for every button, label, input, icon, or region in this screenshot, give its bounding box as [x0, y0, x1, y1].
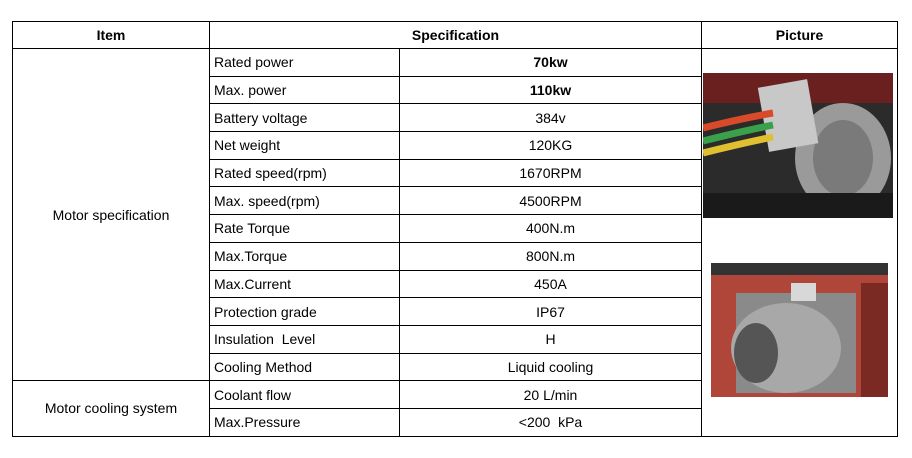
spec-value: IP67 — [399, 297, 702, 326]
item-cell: Motor cooling system — [12, 380, 210, 437]
spec-value: 1670RPM — [399, 158, 702, 188]
spec-name: Rate Torque — [209, 214, 400, 243]
table-row: Max.Pressure <200 kPa — [13, 407, 898, 437]
table-row: Max. speed(rpm) 4500RPM — [13, 186, 898, 216]
table-row: Rate Torque 400N.m — [13, 214, 898, 243]
table-row: Motor cooling system Coolant flow 20 L/min — [12, 380, 898, 437]
motor-photo — [711, 263, 888, 397]
item-cell: Motor specification — [12, 47, 210, 382]
table-row: Protection grade IP67 — [13, 297, 898, 326]
spec-name: Protection grade — [209, 297, 400, 326]
spec-value: H — [399, 324, 702, 354]
table-row: Cooling Method Liquid cooling — [13, 352, 898, 382]
spec-name: Cooling Method — [209, 352, 400, 382]
spec-name: Max.Torque — [209, 241, 400, 271]
table-row: Rated speed(rpm) 1670RPM — [13, 158, 898, 188]
spec-value: 4500RPM — [399, 186, 702, 216]
spec-value: 20 L/min — [399, 380, 702, 409]
header-row: Item Specification Picture — [12, 21, 898, 49]
spec-value: 110kw — [399, 75, 702, 105]
spec-value: Liquid cooling — [399, 352, 702, 382]
spec-value: 450A — [399, 269, 702, 299]
spec-name: Max.Pressure — [209, 407, 400, 437]
header-cell: Picture — [701, 21, 898, 49]
table-row: Net weight 120KG — [13, 131, 898, 160]
table-row: Battery voltage 384v — [13, 103, 898, 133]
table-row: Insulation Level H — [13, 324, 898, 354]
spec-name: Battery voltage — [209, 103, 400, 133]
spec-value: 400N.m — [399, 214, 702, 243]
spec-value: 70kw — [399, 48, 702, 77]
motor-photo — [703, 73, 893, 218]
header-cell: Item — [12, 21, 210, 49]
spec-name: Rated power — [209, 48, 400, 77]
spec-name: Max. power — [209, 75, 400, 105]
spec-value: 120KG — [399, 131, 702, 160]
spec-name: Max.Current — [209, 269, 400, 299]
spec-name: Insulation Level — [209, 324, 400, 354]
spec-value: 800N.m — [399, 241, 702, 271]
spec-name: Max. speed(rpm) — [209, 186, 400, 216]
spec-value: 384v — [399, 103, 702, 133]
spec-name: Rated speed(rpm) — [209, 158, 400, 188]
spec-name: Net weight — [209, 131, 400, 160]
header-cell: Specification — [209, 21, 702, 49]
table-row: Max. power 110kw — [13, 75, 898, 105]
spec-value: <200 kPa — [399, 407, 702, 437]
spec-name: Coolant flow — [209, 380, 400, 409]
